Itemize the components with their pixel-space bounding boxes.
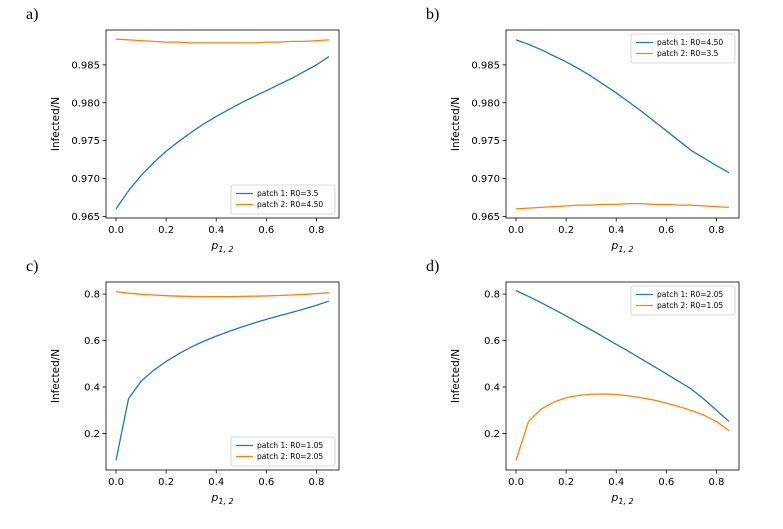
legend-entry-label: patch 2: R0=3.5 — [657, 49, 719, 58]
x-axis-label: p1, 2 — [210, 491, 233, 506]
y-tick-label: 0.2 — [84, 429, 100, 440]
series-line — [115, 300, 330, 461]
y-axis-label: Infected/N — [50, 97, 62, 151]
x-tick-label: 0.0 — [108, 225, 124, 236]
x-tick-label: 0.8 — [708, 477, 724, 488]
y-tick-label: 0.8 — [84, 290, 100, 301]
x-tick-label: 0.8 — [708, 225, 724, 236]
x-tick-label: 0.6 — [658, 225, 674, 236]
series-line — [515, 39, 730, 174]
axes-frame — [505, 29, 740, 219]
legend-entry-label: patch 2: R0=2.05 — [257, 452, 323, 461]
y-tick-label: 0.2 — [484, 429, 500, 440]
y-tick-label: 0.4 — [84, 383, 100, 394]
x-axis-label: p1, 2 — [610, 491, 633, 506]
series-line — [515, 202, 730, 210]
legend-entry-label: patch 2: R0=1.05 — [657, 301, 723, 310]
series-line — [115, 291, 330, 298]
y-axis-label: Infected/N — [450, 349, 462, 403]
series-line — [515, 393, 730, 461]
legend-box — [630, 33, 736, 64]
chart-a: 0.0 0.2 0.4 0.6 0.8 0.965 0.970 0.975 0.980 0.985… — [50, 29, 340, 254]
x-tick-label: 0.0 — [508, 225, 524, 236]
y-tick-label: 0.985 — [471, 60, 500, 71]
x-tick-label: 0.6 — [658, 477, 674, 488]
x-axis-label: p1, 2 — [210, 239, 233, 254]
panel-a: a) 0.0 0.2 0.4 0.6 0.8 0.965 0.970 0.975 0.980 0.… — [18, 6, 378, 258]
x-tick-label: 0.4 — [208, 225, 224, 236]
panel-c: c) 0.0 0.2 0.4 0.6 0.8 0.2 0.4 0.6 0.8 Infected/N… — [18, 258, 378, 510]
legend-entry-label: patch 1: R0=3.5 — [257, 189, 319, 198]
chart-d: 0.0 0.2 0.4 0.6 0.8 0.2 0.4 0.6 0.8 Infected/N p1,… — [450, 281, 740, 506]
y-tick-label: 0.980 — [71, 98, 100, 109]
y-tick-label: 0.965 — [471, 212, 500, 223]
chart-b: 0.0 0.2 0.4 0.6 0.8 0.965 0.970 0.975 0.980 0.985… — [450, 29, 740, 254]
x-tick-label: 0.4 — [208, 477, 224, 488]
series-line — [515, 290, 730, 422]
x-tick-label: 0.6 — [258, 477, 274, 488]
panel-label-d: d) — [426, 258, 440, 275]
y-tick-label: 0.980 — [471, 98, 500, 109]
x-tick-label: 0.4 — [608, 225, 624, 236]
x-tick-label: 0.4 — [608, 477, 624, 488]
legend-box — [230, 436, 336, 467]
y-tick-label: 0.985 — [71, 60, 100, 71]
x-axis-label: p1, 2 — [610, 239, 633, 254]
panel-label-b: b) — [426, 6, 440, 23]
y-tick-label: 0.975 — [71, 136, 100, 147]
y-tick-label: 0.975 — [471, 136, 500, 147]
x-tick-label: 0.2 — [558, 477, 574, 488]
x-tick-label: 0.2 — [558, 225, 574, 236]
legend-entry-label: patch 1: R0=2.05 — [657, 290, 723, 299]
y-axis-label: Infected/N — [450, 97, 462, 151]
legend-box — [230, 184, 336, 215]
y-tick-label: 0.970 — [471, 174, 500, 185]
x-tick-label: 0.2 — [158, 225, 174, 236]
x-tick-label: 0.6 — [258, 225, 274, 236]
y-axis-label: Infected/N — [50, 349, 62, 403]
y-tick-label: 0.965 — [71, 212, 100, 223]
x-tick-label: 0.8 — [308, 225, 324, 236]
y-tick-label: 0.4 — [484, 383, 500, 394]
series-line — [115, 38, 330, 44]
legend-entry-label: patch 1: R0=1.05 — [257, 441, 323, 450]
axes-frame — [105, 281, 340, 471]
legend-entry-label: patch 1: R0=4.50 — [657, 38, 723, 47]
x-tick-label: 0.0 — [108, 477, 124, 488]
axes-frame — [105, 29, 340, 219]
x-tick-label: 0.8 — [308, 477, 324, 488]
panel-b: b) 0.0 0.2 0.4 0.6 0.8 0.965 0.970 0.975 0.980 0.… — [418, 6, 778, 258]
x-tick-label: 0.0 — [508, 477, 524, 488]
y-tick-label: 0.6 — [84, 336, 100, 347]
chart-c: 0.0 0.2 0.4 0.6 0.8 0.2 0.4 0.6 0.8 Infected/N p1,… — [50, 281, 340, 506]
legend-entry-label: patch 2: R0=4.50 — [257, 200, 323, 209]
y-tick-label: 0.6 — [484, 336, 500, 347]
y-tick-label: 0.8 — [484, 290, 500, 301]
axes-frame — [505, 281, 740, 471]
y-tick-label: 0.970 — [71, 174, 100, 185]
x-tick-label: 0.2 — [158, 477, 174, 488]
series-line — [115, 55, 330, 210]
legend-box — [630, 285, 736, 316]
panel-label-c: c) — [26, 258, 39, 275]
panel-label-a: a) — [26, 6, 39, 23]
panel-d: d) 0.0 0.2 0.4 0.6 0.8 0.2 0.4 0.6 0.8 Infected/N… — [418, 258, 778, 510]
